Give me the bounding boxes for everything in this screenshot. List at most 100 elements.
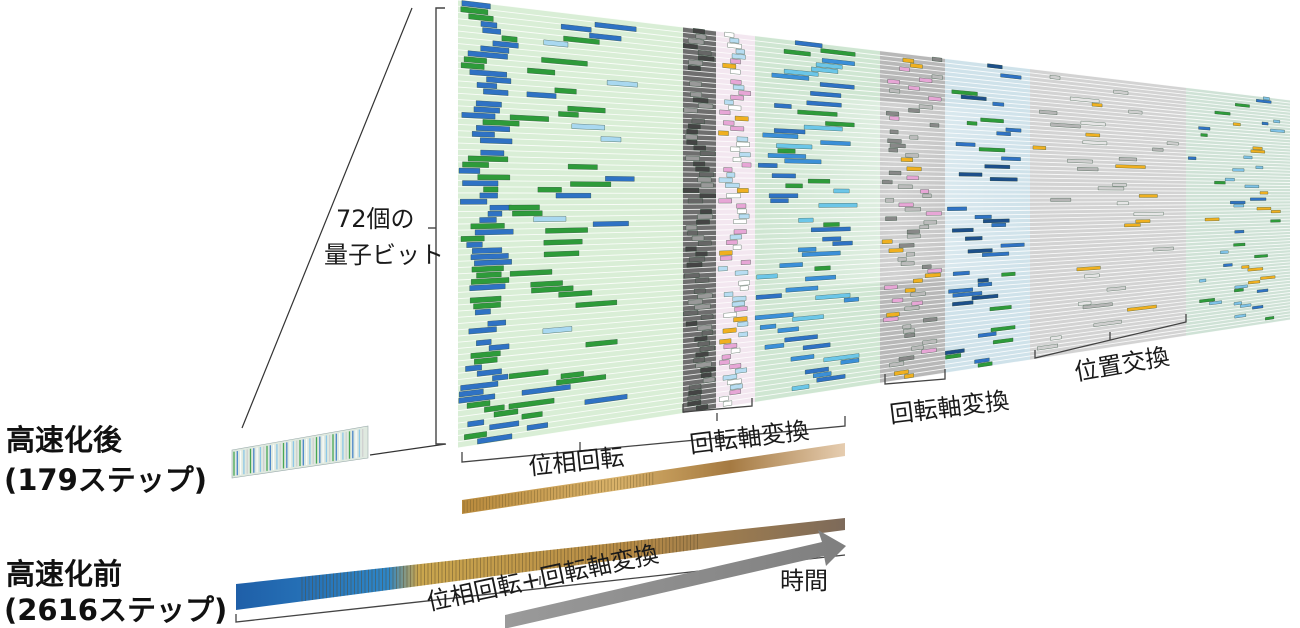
qubit-line-28	[457, 173, 1291, 187]
gate-g-34	[947, 206, 967, 211]
gate-a-43	[471, 265, 504, 273]
gate-g-24	[984, 164, 1011, 169]
gate-a-38	[460, 235, 485, 242]
gate-d-12	[730, 94, 744, 101]
qubit-line-32	[457, 197, 1291, 200]
gate-a-29	[462, 180, 499, 187]
gate-c-52	[694, 303, 711, 310]
gate-g-43	[1000, 242, 1025, 248]
gate-d-49	[739, 285, 749, 291]
time-arrow	[505, 530, 846, 628]
gate-e-38	[811, 226, 851, 233]
gate-b-41	[543, 250, 580, 258]
gate-b-33	[508, 204, 540, 211]
gate-g-70	[974, 357, 990, 364]
gate-i-11	[1198, 126, 1211, 131]
gate-a-5	[501, 35, 518, 43]
gate-h-69	[1037, 343, 1058, 351]
gate-b-31	[555, 192, 592, 199]
gate-e-61	[764, 342, 785, 350]
gate-i-28	[1244, 184, 1260, 188]
gate-g-58	[989, 305, 1012, 312]
gate-e-52	[815, 292, 851, 301]
zoom-line-top	[241, 7, 413, 429]
gate-d-56	[737, 321, 749, 327]
gate-c-14	[698, 103, 714, 109]
gate-f-48	[927, 268, 942, 274]
gate-c-4	[697, 49, 712, 57]
gate-d-16	[734, 115, 749, 122]
gate-f-34	[904, 207, 921, 212]
gate-f-71	[904, 373, 914, 379]
gate-d-35	[738, 213, 750, 219]
qubit-line-54	[457, 264, 1291, 337]
gate-b-2	[561, 23, 592, 33]
gate-b-19	[571, 123, 605, 131]
after-thumbnail	[231, 425, 369, 479]
gate-h-23	[1115, 164, 1146, 169]
gate-d-55	[733, 316, 748, 323]
gate-c-53	[683, 310, 699, 317]
gate-d-61	[730, 347, 741, 354]
gate-f-6	[887, 78, 900, 85]
gate-d-5	[730, 58, 741, 65]
gate-c-26	[695, 166, 710, 172]
gate-a-17	[473, 106, 500, 114]
gate-c-44	[686, 262, 703, 268]
gate-g-26	[958, 172, 983, 177]
qubit-line-56	[457, 270, 1291, 349]
gate-f-49	[925, 272, 941, 278]
gate-c-64	[700, 366, 716, 373]
gate-a-37	[474, 228, 514, 236]
gate-a-59	[465, 364, 482, 372]
gate-c-35	[697, 214, 713, 220]
gate-c-28	[697, 177, 712, 183]
gate-g-55	[971, 293, 999, 301]
gate-d-52	[731, 301, 745, 307]
gate-i-65	[1240, 303, 1252, 308]
gate-g-37	[983, 218, 1010, 224]
gate-d-6	[722, 62, 737, 69]
before-steps: (2616ステップ)	[4, 593, 228, 627]
gate-a-30	[483, 186, 499, 193]
gate-c-47	[695, 277, 710, 284]
gate-e-24	[784, 158, 822, 165]
gate-a-41	[470, 253, 509, 261]
gate-c-21	[686, 139, 698, 145]
gate-f-8	[889, 88, 900, 94]
gate-b-28	[605, 176, 635, 182]
gate-f-45	[897, 256, 907, 262]
gate-i-50	[1254, 254, 1268, 259]
gate-e-58	[777, 326, 799, 334]
gate-a-14	[483, 88, 509, 96]
gate-a-35	[479, 217, 497, 223]
gate-i-59	[1234, 284, 1248, 289]
gate-g-20	[978, 147, 1006, 153]
gate-a-64	[458, 393, 496, 404]
gate-c-27	[699, 172, 714, 178]
gate-f-1	[902, 57, 914, 64]
gate-f-5	[919, 77, 933, 83]
gate-e-69	[816, 374, 846, 383]
section-plane-0	[458, 0, 683, 448]
qubit-line-55	[457, 267, 1291, 343]
gate-b-14	[526, 91, 557, 99]
gate-b-37	[545, 227, 588, 234]
gate-g-27	[989, 177, 1018, 182]
gate-i-46	[1233, 242, 1246, 247]
gate-f-7	[908, 85, 920, 91]
gate-c-7	[688, 64, 701, 71]
gate-f-61	[903, 328, 915, 334]
gate-a-39	[466, 241, 483, 248]
gate-f-46	[900, 261, 915, 266]
gate-a-63	[459, 388, 484, 398]
gate-e-36	[798, 217, 814, 223]
gate-b-63	[556, 374, 606, 386]
gate-i-22	[1255, 165, 1264, 170]
gate-g-45	[982, 251, 1010, 257]
qubit-line-7	[457, 43, 1291, 122]
gate-e-20	[820, 140, 851, 146]
qubit-line-27	[457, 167, 1291, 183]
gate-f-18	[909, 135, 919, 140]
gate-f-2	[910, 63, 923, 69]
